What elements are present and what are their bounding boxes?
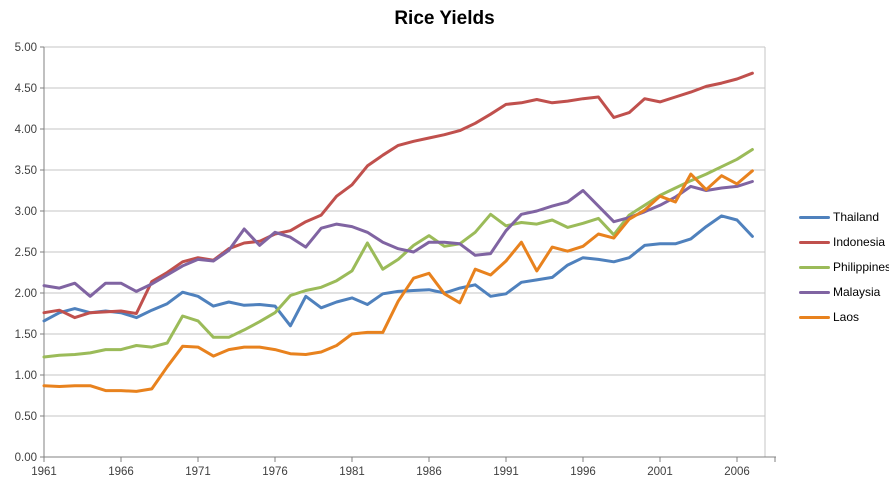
legend-item-indonesia[interactable]: Indonesia xyxy=(799,235,889,249)
x-tick-label: 1986 xyxy=(416,466,442,478)
y-tick-label: 5.00 xyxy=(15,42,37,54)
x-tick-label: 1981 xyxy=(339,466,365,478)
legend-label: Thailand xyxy=(833,210,880,224)
series-line-malaysia[interactable] xyxy=(42,180,754,298)
y-tick-label: 2.00 xyxy=(15,288,37,300)
legend-label: Malaysia xyxy=(833,285,881,299)
x-tick-label: 2001 xyxy=(647,466,673,478)
legend-item-laos[interactable]: Laos xyxy=(799,310,889,324)
legend-swatch-malaysia xyxy=(799,290,830,294)
y-tick-label: 4.00 xyxy=(15,124,37,136)
y-tick-label: 3.00 xyxy=(15,206,37,218)
legend-swatch-indonesia xyxy=(799,240,830,244)
legend-swatch-philippines xyxy=(799,265,830,269)
legend-item-philippines[interactable]: Philippines xyxy=(799,260,889,274)
y-tick-label: 3.50 xyxy=(15,165,37,177)
series-line-philippines[interactable] xyxy=(42,148,754,359)
legend-swatch-laos xyxy=(799,315,830,319)
legend-swatch-thailand xyxy=(799,215,830,219)
legend-label: Philippines xyxy=(833,260,889,274)
y-tick-label: 1.00 xyxy=(15,370,37,382)
chart-title[interactable]: Rice Yields xyxy=(394,8,495,29)
y-tick-label: 0.00 xyxy=(15,452,37,464)
y-tick-label: 1.50 xyxy=(15,329,37,341)
legend-item-thailand[interactable]: Thailand xyxy=(799,210,889,224)
legend-label: Indonesia xyxy=(833,235,886,249)
x-tick-label: 1996 xyxy=(570,466,596,478)
series-line-thailand[interactable] xyxy=(42,214,754,328)
y-tick-label: 4.50 xyxy=(15,83,37,95)
x-tick-label: 1966 xyxy=(108,466,134,478)
x-tick-label: 1976 xyxy=(262,466,288,478)
x-tick-label: 1971 xyxy=(185,466,211,478)
x-tick-label: 1961 xyxy=(31,466,57,478)
x-tick-label: 1991 xyxy=(493,466,519,478)
y-tick-label: 2.50 xyxy=(15,247,37,259)
legend-label: Laos xyxy=(833,310,860,324)
x-tick-label: 2006 xyxy=(724,466,750,478)
legend-item-malaysia[interactable]: Malaysia xyxy=(799,285,889,299)
series-line-laos[interactable] xyxy=(42,169,754,393)
y-tick-label: 0.50 xyxy=(15,411,37,423)
series-line-indonesia[interactable] xyxy=(42,71,754,320)
legend: Thailand Indonesia Philippines Malaysia Laos xyxy=(799,210,889,324)
